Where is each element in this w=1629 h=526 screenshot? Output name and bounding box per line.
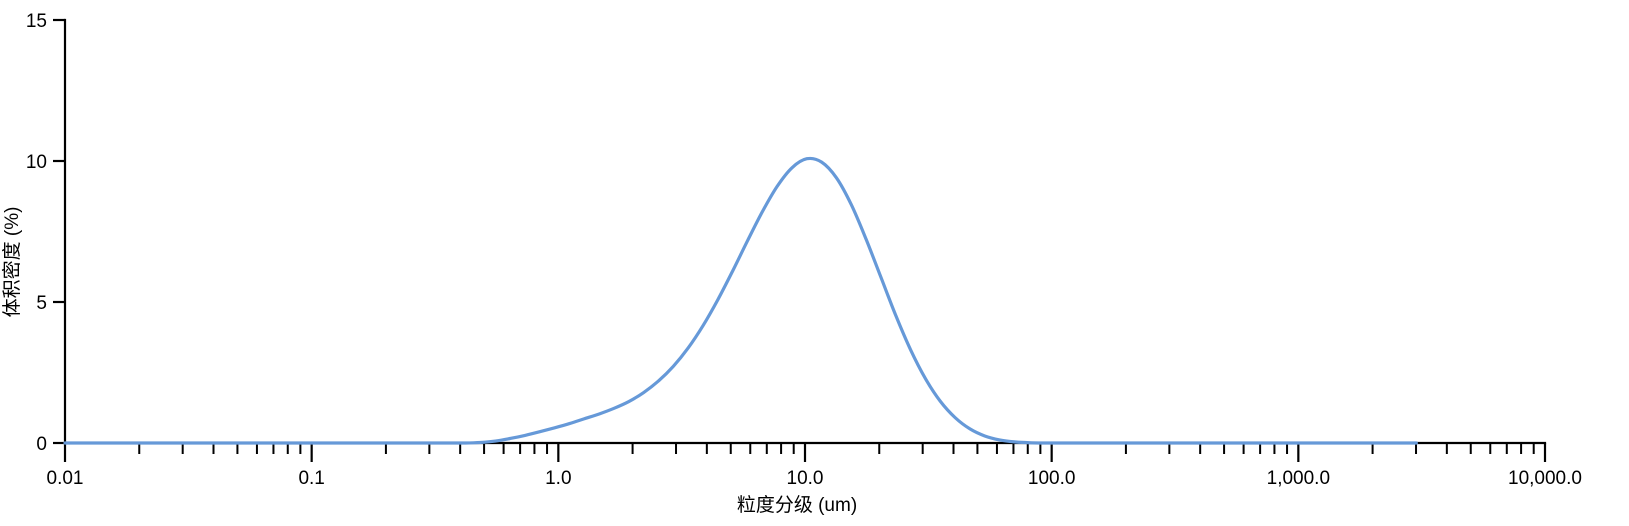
data-series-体积密度	[63, 156, 1418, 445]
x-tick-label-100.0: 100.0	[1028, 468, 1076, 489]
y-tick-label-15: 15	[26, 11, 47, 32]
y-tick-labels: 0 5 10 15	[26, 11, 47, 455]
y-axis: 0 5 10 15 体积密度 (%)	[1, 11, 67, 455]
y-tick-label-5: 5	[36, 293, 47, 314]
y-axis-title: 体积密度 (%)	[1, 207, 23, 318]
x-major-tick-marks	[63, 443, 1547, 462]
x-minor-tick-marks	[138, 443, 1535, 454]
y-tick-label-0: 0	[36, 434, 47, 455]
y-tick-marks	[53, 18, 65, 445]
x-tick-label-1.0: 1.0	[545, 468, 571, 489]
x-tick-label-1,000.0: 1,000.0	[1267, 468, 1330, 489]
y-tick-label-10: 10	[26, 152, 47, 173]
x-tick-label-0.1: 0.1	[298, 468, 324, 489]
x-tick-label-0.01: 0.01	[47, 468, 84, 489]
x-tick-label-10,000.0: 10,000.0	[1508, 468, 1582, 489]
x-axis-title: 粒度分级 (um)	[737, 494, 857, 516]
data-series-layer	[63, 156, 1418, 445]
x-axis: 0.01 0.1 1.0 10.0 100.0 1,000.0 10,000.0 粒度分级 …	[47, 441, 1582, 516]
x-tick-labels: 0.01 0.1 1.0 10.0 100.0 1,000.0 10,000.0	[47, 468, 1582, 489]
x-tick-label-10.0: 10.0	[787, 468, 824, 489]
